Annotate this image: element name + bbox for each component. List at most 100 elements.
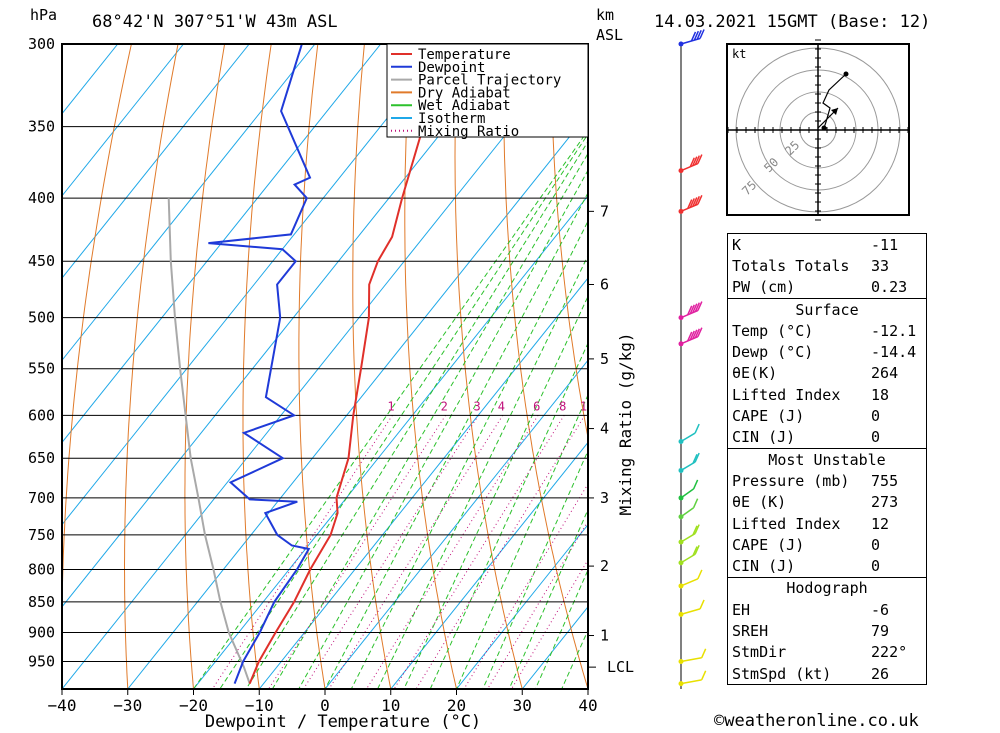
wind-barb-staff bbox=[680, 432, 696, 443]
pressure-tick-label: 950 bbox=[28, 653, 55, 671]
dry-adiabat-line bbox=[352, 44, 392, 689]
dry-adiabat-line bbox=[62, 44, 132, 689]
dry-adiabat-line bbox=[970, 44, 1000, 689]
x-tick-label: 20 bbox=[447, 696, 466, 715]
index-value: 12 bbox=[871, 514, 890, 533]
wet-adiabat-line bbox=[429, 341, 588, 689]
index-label: EH bbox=[732, 600, 751, 619]
wind-barb-staff bbox=[680, 162, 699, 172]
index-value: 755 bbox=[871, 471, 899, 490]
index-label: Totals Totals bbox=[732, 256, 850, 275]
index-value: -12.1 bbox=[871, 321, 917, 340]
wind-barb-flag bbox=[687, 305, 693, 316]
x-tick-label: 30 bbox=[513, 696, 532, 715]
index-label: StmDir bbox=[732, 643, 787, 662]
location-title: 68°42'N 307°51'W 43m ASL bbox=[92, 12, 338, 32]
wind-barb-staff bbox=[680, 203, 699, 213]
surface-index-row: Temp (°C) -12.1 bbox=[728, 320, 927, 341]
basic-index-row: PW (cm) 0.23 bbox=[728, 277, 927, 299]
mixing-ratio-label: 20 bbox=[647, 399, 661, 413]
hodograph-index-row: StmSpd (kt) 26 bbox=[728, 663, 927, 685]
x-tick-label: 0 bbox=[320, 696, 330, 715]
mixing-ratio-label: 8 bbox=[559, 399, 566, 413]
wind-barb-staff bbox=[680, 488, 695, 499]
mixing-ratio-line bbox=[463, 483, 588, 689]
km-tick-label: 7 bbox=[600, 202, 609, 220]
mixing-ratio-axis-title: Mixing Ratio (g/kg) bbox=[616, 332, 635, 515]
wind-barb-flag bbox=[700, 670, 707, 681]
isotherm-line bbox=[390, 441, 588, 689]
wind-barb-flag bbox=[697, 569, 703, 580]
x-tick-label: −40 bbox=[48, 696, 77, 715]
wind-barb-flag bbox=[687, 331, 693, 342]
wind-barb-flag bbox=[692, 546, 698, 556]
mixing-ratio-line bbox=[511, 558, 588, 689]
index-label: θE (K) bbox=[732, 493, 787, 512]
index-value: 0 bbox=[871, 428, 881, 447]
index-value: 0 bbox=[871, 535, 881, 554]
x-tick-label: −20 bbox=[179, 696, 208, 715]
wind-barb-column bbox=[678, 29, 707, 689]
legend-entry: Dewpoint bbox=[418, 60, 485, 76]
isotherm-line bbox=[127, 112, 588, 689]
legend-entry: Dry Adiabat bbox=[418, 85, 511, 101]
pressure-tick-label: 350 bbox=[28, 118, 55, 136]
index-value: 264 bbox=[871, 364, 899, 383]
index-value: 0 bbox=[871, 407, 881, 426]
hodograph-index-row: EH -6 bbox=[728, 599, 927, 620]
credit: ©weatheronline.co.uk bbox=[714, 711, 919, 731]
storm-motion-arrowhead bbox=[831, 108, 838, 115]
legend-box bbox=[386, 43, 589, 138]
index-label: Lifted Index bbox=[732, 514, 841, 533]
wind-barb-staff bbox=[680, 657, 702, 663]
index-value: 0.23 bbox=[871, 278, 908, 297]
pressure-unit-label: hPa bbox=[30, 6, 58, 24]
wind-barb-flag bbox=[692, 525, 698, 536]
index-value: 222° bbox=[871, 643, 908, 662]
km-tick-label: 1 bbox=[600, 627, 609, 645]
dewpoint-profile-line bbox=[208, 44, 312, 684]
wind-barb-flag bbox=[696, 30, 702, 40]
mixing-ratio-label: 3 bbox=[474, 399, 481, 413]
x-tick-label: −10 bbox=[245, 696, 274, 715]
pressure-tick-label: 800 bbox=[28, 560, 55, 578]
hodograph-trace bbox=[822, 73, 847, 129]
index-label: Temp (°C) bbox=[732, 321, 814, 340]
section-title: Most Unstable bbox=[727, 447, 927, 471]
mixing-ratio-line bbox=[268, 415, 447, 689]
mixing-ratio-line bbox=[302, 415, 479, 689]
wind-barb-flag bbox=[697, 194, 703, 205]
index-label: CIN (J) bbox=[732, 428, 796, 447]
wind-barb-flag bbox=[689, 157, 695, 168]
wind-barb-flag bbox=[694, 544, 700, 555]
mixing-ratio-label: 6 bbox=[533, 399, 540, 413]
wind-barb-staff bbox=[680, 553, 696, 564]
surface-index-row: CAPE (J) 0 bbox=[728, 405, 927, 426]
wet-adiabat-line bbox=[508, 508, 588, 689]
index-value: 79 bbox=[871, 621, 890, 640]
wind-barb-flag bbox=[692, 303, 698, 314]
surface-index-row: θE(K) 264 bbox=[728, 363, 927, 384]
wind-barb-flag bbox=[699, 599, 705, 610]
dry-adiabat-line bbox=[924, 44, 1000, 689]
index-label: K bbox=[732, 235, 742, 254]
hodograph-section-header: Hodograph bbox=[727, 576, 927, 600]
wind-barb-flag bbox=[697, 327, 703, 338]
pressure-tick-label: 900 bbox=[28, 624, 55, 642]
wind-barb-flag bbox=[697, 301, 703, 311]
mixing-ratio-label: 10 bbox=[580, 399, 594, 413]
wind-barb-flag bbox=[687, 199, 693, 209]
basic-index-row: Totals Totals 33 bbox=[728, 255, 927, 276]
mixing-ratio-label: 1 bbox=[387, 399, 394, 413]
mixing-ratio-label: 4 bbox=[498, 399, 505, 413]
pressure-tick-label: 400 bbox=[28, 189, 55, 207]
lcl-label: LCL bbox=[607, 658, 634, 676]
legend-entry: Mixing Ratio bbox=[418, 124, 519, 140]
dry-adiabat-line bbox=[550, 44, 588, 441]
unstable-section-header: Most Unstable bbox=[727, 447, 927, 471]
x-axis-title: Dewpoint / Temperature (°C) bbox=[205, 712, 481, 732]
isotherm-line bbox=[62, 44, 447, 526]
km-tick-label: 2 bbox=[600, 557, 609, 575]
